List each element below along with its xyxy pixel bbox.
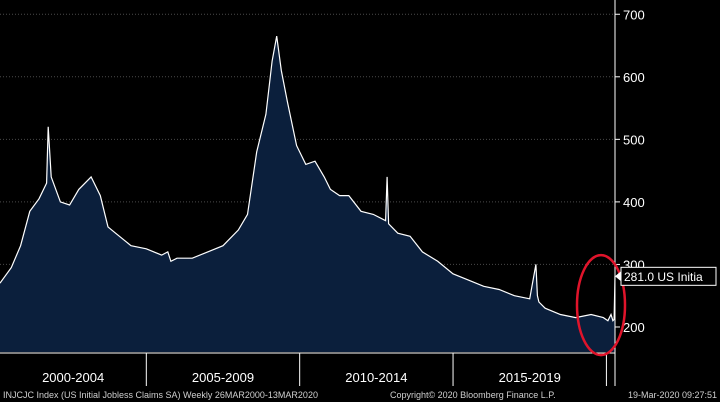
x-tick-label: 2000-2004 (42, 370, 104, 385)
series-area (0, 35, 616, 352)
footer-right: 19-Mar-2020 09:27:51 (628, 390, 717, 400)
y-tick-label: 700 (623, 7, 645, 22)
last-value-label: 281.0 US Initia (624, 270, 703, 284)
series-area-fill (0, 36, 615, 352)
highlight-ellipse (575, 253, 627, 357)
y-tick-label: 600 (623, 70, 645, 85)
annotations: 281.0 US Initia (575, 253, 717, 357)
x-tick-label: 2005-2009 (192, 370, 254, 385)
last-value-pointer (615, 271, 621, 282)
y-tick-label: 500 (623, 132, 645, 147)
series-line (0, 35, 616, 322)
footer-center: Copyright© 2020 Bloomberg Finance L.P. (390, 390, 556, 400)
last-value-box (620, 266, 717, 286)
x-tick-label: 2015-2019 (499, 370, 561, 385)
footer-left: INJCJC Index (US Initial Jobless Claims … (3, 390, 318, 400)
y-tick-label: 200 (623, 320, 645, 335)
y-tick-label: 400 (623, 195, 645, 210)
x-tick-label: 2010-2014 (345, 370, 407, 385)
